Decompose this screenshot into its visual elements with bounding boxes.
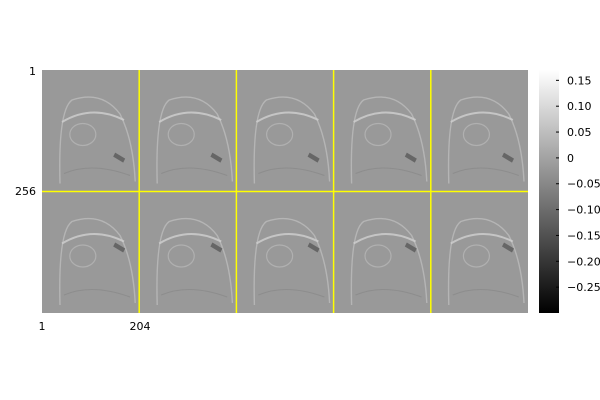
slice-highlight — [353, 111, 417, 123]
colorbar-tick-label: 0.10 — [567, 100, 592, 113]
colorbar-tick-label: 0.15 — [567, 74, 592, 87]
slice-highlight — [158, 111, 222, 123]
colorbar-tick-label: −0.15 — [567, 229, 600, 242]
slice-tile — [59, 217, 136, 306]
slice-highlight — [450, 232, 514, 245]
slice-tile — [156, 96, 234, 184]
slice-dark-detail — [210, 152, 223, 163]
slice-tile — [447, 96, 525, 184]
slice-outline — [350, 217, 428, 306]
colorbar-tick-label: −0.25 — [567, 281, 600, 294]
slice-structure — [167, 244, 195, 268]
slice-highlight — [255, 232, 319, 245]
slice-shadow — [258, 288, 325, 298]
slice-shadow — [258, 167, 325, 176]
slice-shadow — [452, 288, 519, 298]
slice-highlight — [61, 232, 125, 245]
colorbar-tick-label: −0.05 — [567, 178, 600, 191]
slice-structure — [462, 244, 491, 268]
slice-highlight — [353, 232, 417, 245]
slice-dark-detail — [404, 242, 417, 253]
slice-outline — [59, 217, 136, 306]
slice-outline — [156, 96, 234, 184]
slice-highlight — [450, 111, 514, 123]
slice-dark-detail — [307, 152, 320, 163]
slice-structure — [364, 244, 392, 268]
slice-structure — [69, 244, 97, 268]
slice-tile — [59, 96, 136, 184]
slice-structure — [167, 122, 195, 147]
slice-shadow — [452, 167, 519, 176]
slice-tile — [447, 217, 525, 306]
slice-outline — [156, 217, 234, 306]
slice-structure — [266, 244, 294, 268]
colorbar-tick-label: 0.05 — [567, 126, 592, 139]
slice-outline — [447, 96, 525, 184]
slice-highlight — [61, 111, 125, 123]
slice-outline — [447, 217, 525, 306]
y-tick-label-middle: 256 — [15, 185, 36, 198]
slice-dark-detail — [404, 152, 417, 163]
slice-structure — [462, 122, 491, 147]
slice-highlight — [255, 111, 319, 123]
colorbar-ticks: 0.15 0.10 0.05 0 −0.05 −0.10 −0.15 −0.20 −0.25 — [556, 74, 600, 294]
slice-structure — [266, 122, 294, 147]
slice-dark-detail — [113, 242, 126, 253]
slice-tile — [350, 217, 428, 306]
slice-shadow — [161, 167, 228, 176]
x-tick-label-left: 1 — [39, 320, 46, 333]
slice-shadow — [63, 288, 131, 298]
slice-outline — [59, 96, 136, 184]
slice-dark-detail — [210, 242, 223, 253]
colorbar-tick-label: −0.10 — [567, 204, 600, 217]
slice-outline — [253, 96, 331, 184]
slice-tile — [253, 217, 331, 306]
colorbar-tick-label: −0.20 — [567, 255, 600, 268]
slice-shadow — [161, 288, 228, 298]
slice-tile — [253, 96, 331, 184]
slice-dark-detail — [307, 242, 320, 253]
slice-structure — [364, 122, 392, 147]
slice-structure — [69, 122, 97, 147]
y-tick-label-top: 1 — [29, 65, 36, 78]
slice-tile — [156, 217, 234, 306]
slice-shadow — [63, 167, 131, 176]
colorbar-tick-label: 0 — [567, 152, 574, 165]
x-tick-label-second: 204 — [130, 320, 151, 333]
tile-separators — [42, 70, 528, 313]
slice-dark-detail — [113, 152, 126, 163]
slice-shadow — [355, 288, 422, 298]
slice-dark-detail — [502, 152, 514, 163]
slice-outline — [253, 217, 331, 306]
montage-tiles — [59, 96, 525, 306]
colorbar — [539, 70, 559, 313]
slice-tile — [350, 96, 428, 184]
slice-outline — [350, 96, 428, 184]
slice-dark-detail — [502, 242, 514, 253]
slice-highlight — [158, 232, 222, 245]
slice-shadow — [355, 167, 422, 176]
